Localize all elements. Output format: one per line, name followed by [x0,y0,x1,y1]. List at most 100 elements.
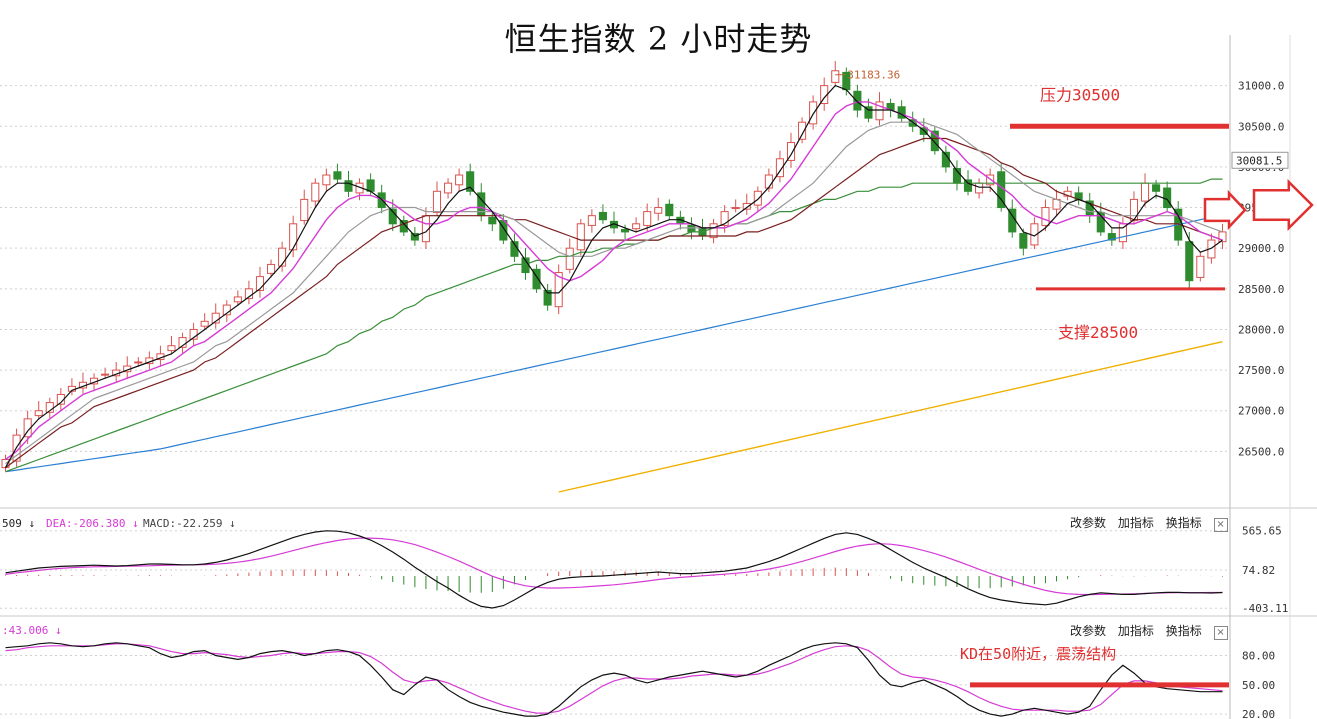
ma30-line [5,137,1223,469]
y-tick-label: 30500.0 [1238,120,1284,133]
candle-body [101,373,110,376]
y-tick-label: 27500.0 [1238,364,1284,377]
candle-body [444,182,453,194]
add-indicator-button[interactable]: 加指标 [1117,516,1154,530]
close-icon[interactable]: × [1213,518,1228,532]
candle-body [764,174,773,189]
y-tick-label: 27000.0 [1238,405,1284,418]
ma20-line [5,121,1223,465]
support-label: 支撑28500 [1058,323,1138,342]
candle-body [322,174,331,186]
candle-body [621,228,630,233]
candle-body [1129,198,1139,222]
kd-d-line [5,643,1223,714]
candle-body [643,211,652,226]
candle-body [864,106,873,119]
switch-indicator-button[interactable]: 换指标 [1165,516,1202,530]
candle-body [410,233,419,241]
candle-body [532,268,541,290]
candle-body [233,296,242,303]
candle-body [34,410,43,417]
candle-body [300,198,309,222]
candle-body [665,203,674,217]
ma5-line [4,84,1223,468]
kd-k-line [5,642,1223,717]
candle-body [831,70,840,83]
modify-params-button[interactable]: 改参数 [1070,516,1107,530]
candle-body [488,216,497,225]
resistance-label: 压力30500 [1040,85,1120,104]
candle-body [344,180,353,192]
candle-body [908,119,917,127]
candle-body [753,190,762,206]
y-tick-label: 28500.0 [1238,283,1284,296]
candle-body [731,207,740,210]
ma250-line [558,340,1223,493]
y-tick-label: 20.00 [1242,708,1275,719]
candle-body [134,361,143,364]
candle-body [333,171,342,180]
y-tick-label: 74.82 [1242,564,1275,577]
candle-body [798,121,807,140]
y-tick-label: 31000.0 [1238,80,1284,93]
candle-body [1152,184,1161,192]
kd-value-label: :43.006 ↓ [2,624,62,637]
candle-body [587,215,596,226]
candle-body [720,211,729,226]
candle-body [289,223,298,251]
candle-body [1163,187,1172,209]
candle-body [930,130,939,152]
modify-params-button[interactable]: 改参数 [1070,624,1107,638]
candle-body [687,224,696,233]
candle-body [255,276,265,291]
candle-body [543,289,552,306]
macd-dif-line [5,530,1223,609]
peak-label: 31183.36 [847,69,900,82]
ma10-line [5,101,1223,461]
candle-body [311,182,320,202]
candle-body [875,101,884,121]
y-tick-label: 80.00 [1242,650,1275,663]
macd-dif-label: 509 ↓ [2,517,35,530]
candle-body [399,220,408,233]
candle-body [598,211,607,221]
candle-body [632,223,641,230]
y-tick-label: 50.00 [1242,679,1275,692]
y-tick-label: 26500.0 [1238,445,1284,458]
candle-body [455,174,464,186]
candle-body [853,90,862,111]
candle-body [975,182,984,194]
close-icon[interactable]: × [1213,626,1228,640]
candle-body [466,171,475,192]
candle-body [1140,182,1150,202]
macd-dea-line [5,537,1223,596]
candle-body [963,179,973,192]
candle-body [366,179,375,192]
candle-body [267,263,276,274]
candle-body [565,247,574,270]
macd-dea-label: DEA:-206.380 ↓ [46,517,139,530]
candle-body [709,223,718,239]
candle-body [1107,233,1116,241]
candle-body [786,142,796,161]
candle-body [278,247,287,267]
y-tick-label: 29000.0 [1238,242,1284,255]
kd-panel-toolbar: 改参数 加指标 换指标 × [1062,622,1228,640]
add-indicator-button[interactable]: 加指标 [1117,624,1154,638]
candle-body [742,202,751,210]
candle-body [576,223,585,251]
candle-body [200,320,209,327]
candle-body [775,158,784,178]
macd-value-label: MACD:-22.259 ↓ [143,517,236,530]
y-tick-label: 28000.0 [1238,323,1284,336]
chart-title: 恒生指数 2 小时走势 [504,20,813,58]
ma120-line [5,214,1223,473]
y-tick-label: 565.65 [1242,525,1282,538]
last-price-box [1231,151,1289,169]
candle-body [432,190,442,213]
y-tick-label: -403.11 [1242,602,1288,615]
switch-indicator-button[interactable]: 换指标 [1165,624,1202,638]
candle-body [1041,207,1050,226]
